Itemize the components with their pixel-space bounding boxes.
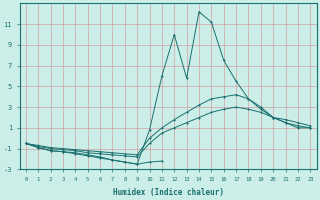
X-axis label: Humidex (Indice chaleur): Humidex (Indice chaleur) [113, 188, 224, 197]
